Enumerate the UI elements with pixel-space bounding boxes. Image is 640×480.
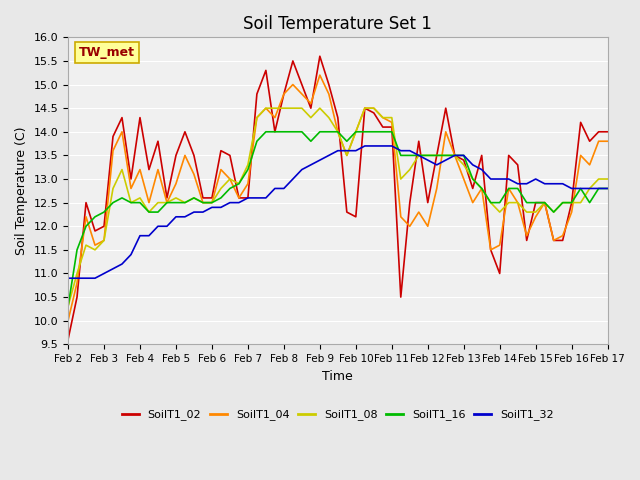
SoilT1_16	[361, 129, 369, 135]
Title: Soil Temperature Set 1: Soil Temperature Set 1	[243, 15, 432, 33]
SoilT1_16	[253, 138, 260, 144]
SoilT1_08	[397, 176, 404, 182]
SoilT1_32	[361, 143, 369, 149]
SoilT1_04	[397, 214, 404, 220]
SoilT1_08	[361, 105, 369, 111]
SoilT1_04	[316, 72, 324, 78]
SoilT1_02	[541, 200, 548, 205]
SoilT1_04	[541, 200, 548, 205]
SoilT1_08	[262, 105, 269, 111]
SoilT1_02	[190, 153, 198, 158]
SoilT1_02	[604, 129, 611, 135]
SoilT1_08	[64, 304, 72, 310]
SoilT1_04	[64, 318, 72, 324]
SoilT1_32	[172, 214, 180, 220]
SoilT1_02	[253, 91, 260, 97]
SoilT1_32	[604, 186, 611, 192]
X-axis label: Time: Time	[323, 370, 353, 383]
SoilT1_02	[397, 294, 404, 300]
Line: SoilT1_32: SoilT1_32	[68, 146, 607, 278]
SoilT1_08	[541, 200, 548, 205]
SoilT1_32	[397, 148, 404, 154]
Line: SoilT1_08: SoilT1_08	[68, 108, 607, 307]
SoilT1_04	[604, 138, 611, 144]
SoilT1_02	[316, 53, 324, 59]
SoilT1_08	[604, 176, 611, 182]
Line: SoilT1_04: SoilT1_04	[68, 75, 607, 321]
SoilT1_32	[64, 276, 72, 281]
SoilT1_04	[253, 115, 260, 120]
SoilT1_16	[397, 153, 404, 158]
SoilT1_02	[172, 153, 180, 158]
SoilT1_02	[361, 105, 369, 111]
SoilT1_16	[190, 195, 198, 201]
SoilT1_04	[361, 105, 369, 111]
SoilT1_16	[64, 304, 72, 310]
SoilT1_02	[64, 336, 72, 342]
SoilT1_08	[253, 115, 260, 120]
SoilT1_16	[604, 186, 611, 192]
SoilT1_16	[262, 129, 269, 135]
SoilT1_16	[172, 200, 180, 205]
SoilT1_04	[172, 181, 180, 187]
SoilT1_32	[190, 209, 198, 215]
SoilT1_32	[541, 181, 548, 187]
SoilT1_04	[190, 171, 198, 177]
Y-axis label: Soil Temperature (C): Soil Temperature (C)	[15, 127, 28, 255]
Line: SoilT1_02: SoilT1_02	[68, 56, 607, 339]
Line: SoilT1_16: SoilT1_16	[68, 132, 607, 307]
SoilT1_08	[172, 195, 180, 201]
SoilT1_32	[253, 195, 260, 201]
SoilT1_08	[190, 195, 198, 201]
Legend: SoilT1_02, SoilT1_04, SoilT1_08, SoilT1_16, SoilT1_32: SoilT1_02, SoilT1_04, SoilT1_08, SoilT1_…	[118, 405, 558, 425]
SoilT1_32	[352, 148, 360, 154]
SoilT1_16	[541, 200, 548, 205]
Text: TW_met: TW_met	[79, 46, 135, 59]
